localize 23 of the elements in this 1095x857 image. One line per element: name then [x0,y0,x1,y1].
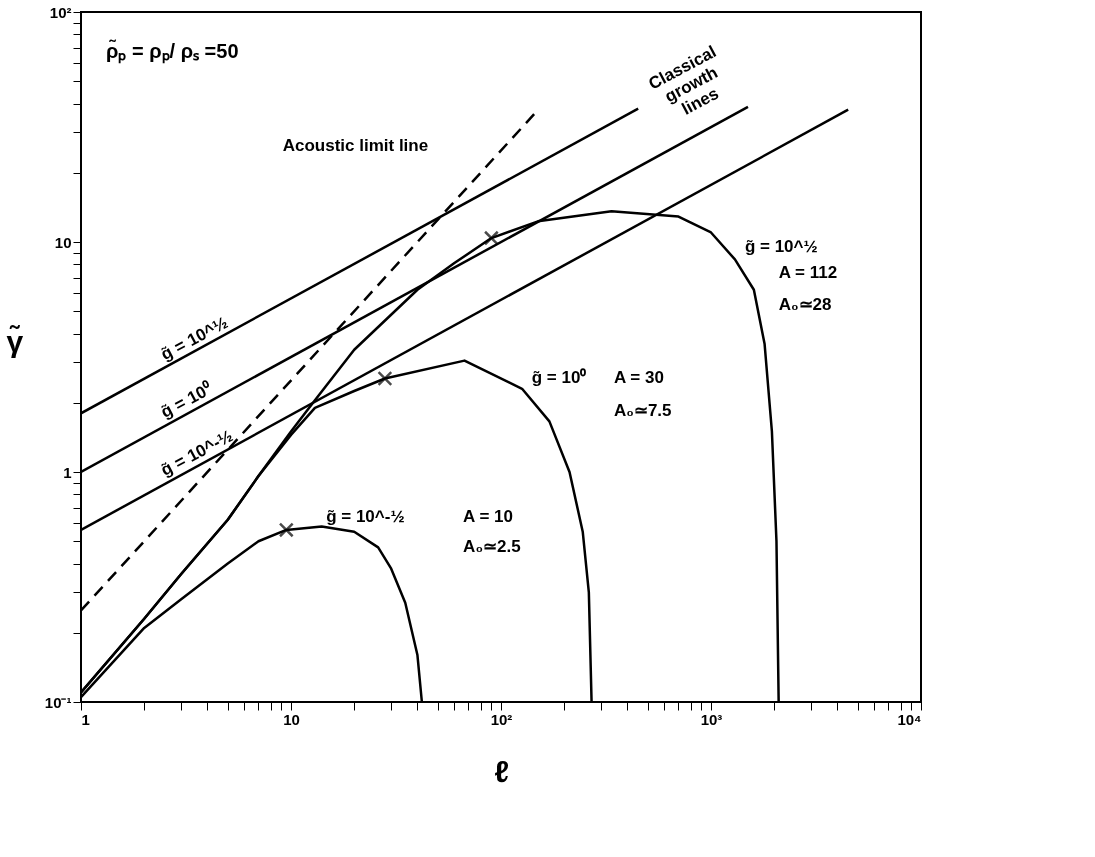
y-axis-title: γ̃ [6,324,24,358]
annotation: A₀≃2.5 [463,537,521,557]
x-tick-label: 10² [490,710,513,728]
x-axis-title: ℓ [494,754,509,788]
y-tick-label: 1 [63,463,72,481]
annotation: A₀≃7.5 [613,400,672,420]
annotation: g̃ = 10⁰ [157,379,216,422]
annotation: g̃ = 10^-½ [326,506,405,526]
annotation: g̃ = 10^½ [744,237,818,257]
annotation: A₀≃28 [778,295,832,315]
annotation: g̃ = 10⁰ [531,368,587,388]
x-tick-label: 1 [81,710,90,728]
annotation: A = 112 [778,263,838,283]
y-tick-label: 10 [54,233,72,251]
annotation: ρ̃ₚ = ρₚ/ ρₛ =50 [106,39,239,64]
x-tick-label: 10 [283,710,300,728]
annotation: A = 30 [613,368,664,388]
y-tick-label: 10² [49,3,72,21]
x-tick-label: 10⁴ [897,710,922,728]
annotation: A = 10 [463,506,514,526]
annotation: Acoustic limit line [282,135,429,155]
x-tick-label: 10³ [700,710,723,728]
y-tick-label: 10⁻¹ [44,693,72,711]
